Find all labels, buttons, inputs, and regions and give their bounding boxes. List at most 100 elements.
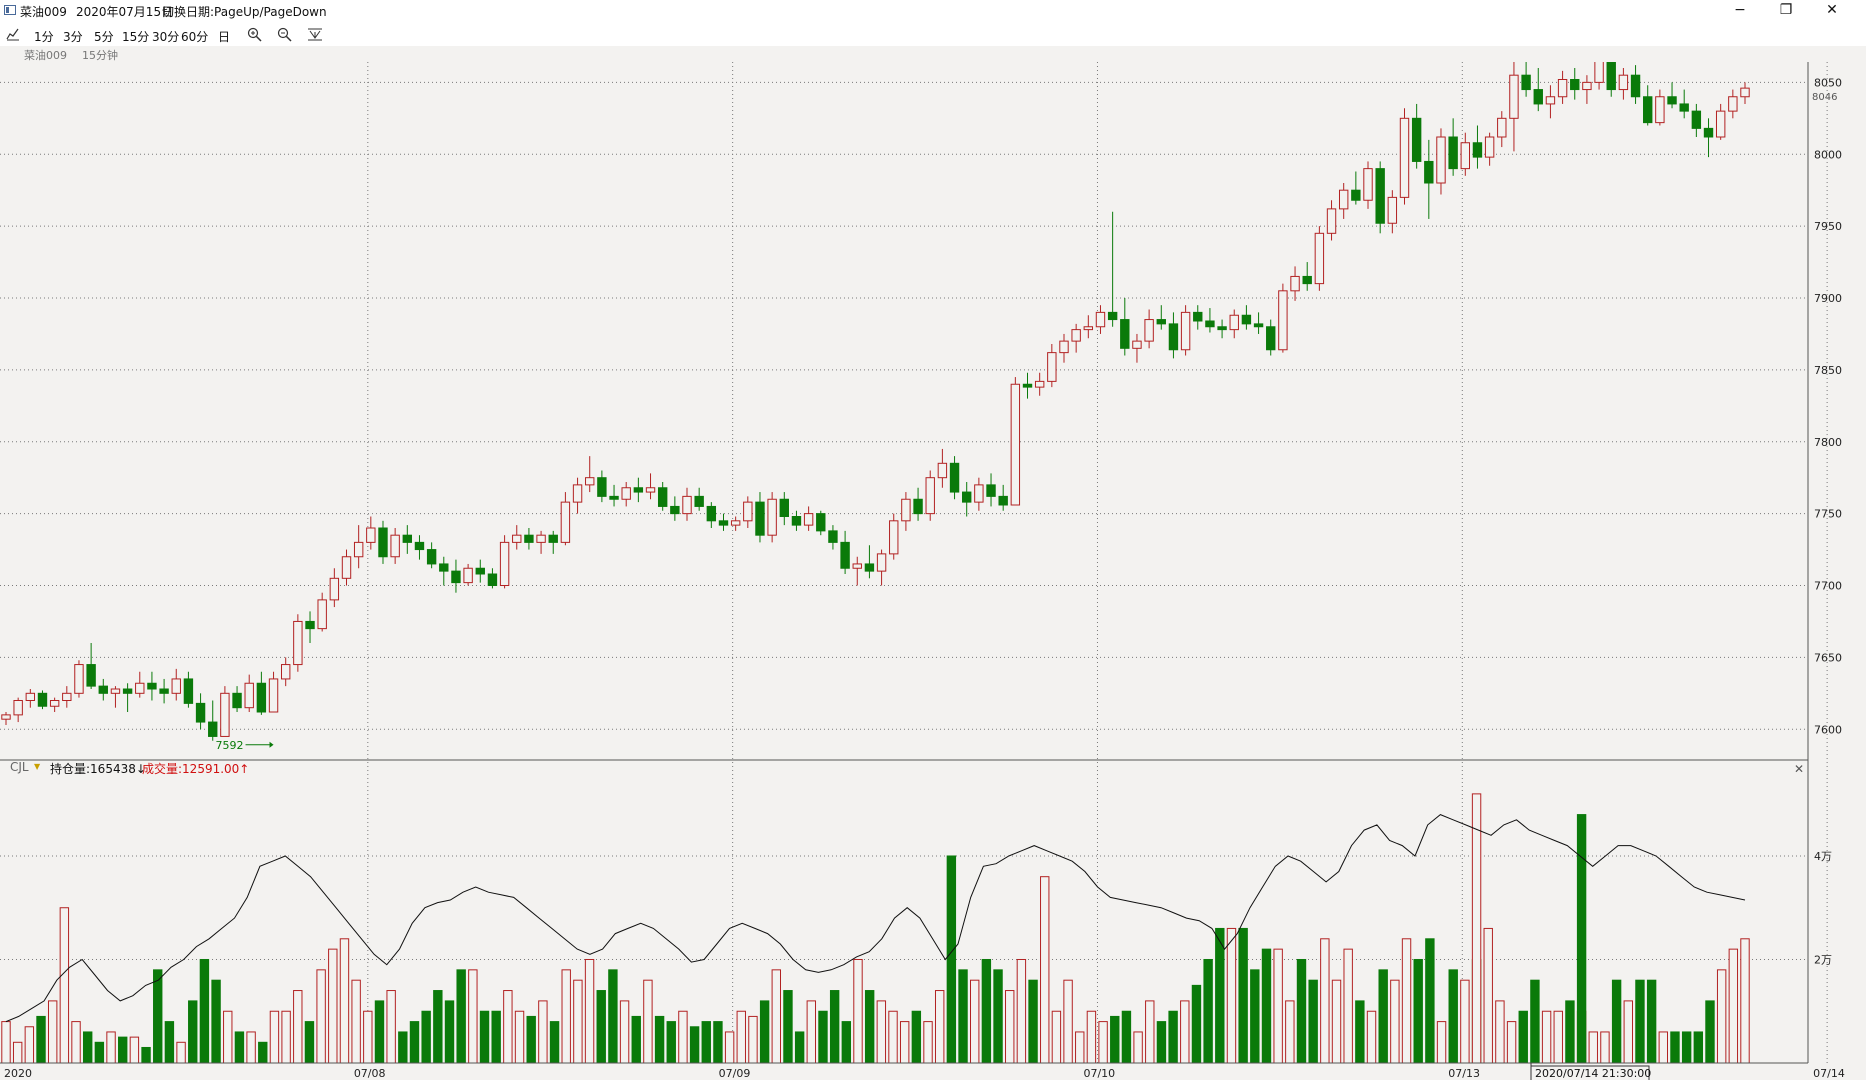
low-marker-head	[269, 741, 274, 748]
volume-bar	[1133, 1031, 1143, 1064]
volume-bar	[771, 969, 781, 1064]
candle-body	[840, 541, 850, 569]
volume-bar	[759, 1000, 770, 1064]
volume-bar	[1215, 927, 1225, 1064]
close-indicator-icon[interactable]: ✕	[1794, 762, 1805, 776]
volume-bar	[433, 990, 443, 1064]
volume-bar	[1378, 969, 1388, 1064]
volume-bar	[724, 1031, 735, 1064]
volume-bar	[47, 1000, 58, 1064]
volume-bar	[444, 1000, 455, 1064]
indicator-name[interactable]: CJL	[10, 760, 29, 774]
period-1min[interactable]: 1分	[34, 30, 54, 44]
volume-bar	[386, 990, 396, 1064]
volume-bar	[59, 907, 70, 1064]
candlestick-series	[1, 62, 1750, 741]
price-tick-label: 7700	[1814, 580, 1842, 593]
candle-body	[1630, 74, 1641, 98]
candle-body	[280, 664, 291, 680]
candle-body	[560, 501, 571, 543]
period-30min[interactable]: 30分	[152, 30, 180, 44]
candle-body	[1387, 196, 1398, 224]
price-tick-label: 8000	[1814, 148, 1842, 161]
candle-body	[1667, 96, 1677, 105]
volume-bar	[934, 990, 945, 1064]
candle-body	[1241, 314, 1252, 325]
zoom-out-icon[interactable]	[277, 27, 292, 42]
volume-bar	[1063, 979, 1073, 1064]
restore-button[interactable]: ❐	[1779, 2, 1793, 18]
volume-bar	[1425, 938, 1435, 1064]
zoom-in-icon[interactable]	[247, 27, 262, 42]
price-tick-label: 7750	[1814, 508, 1842, 521]
volume-bar	[176, 1041, 186, 1064]
candle-body	[803, 513, 814, 526]
minimize-button[interactable]: −	[1734, 2, 1746, 18]
candle-body	[439, 563, 449, 572]
candle-body	[949, 462, 960, 493]
crosshair-time-box	[1530, 1065, 1650, 1080]
candle-body	[268, 678, 279, 713]
period-5min[interactable]: 5分	[94, 30, 114, 44]
candle-body	[49, 700, 60, 707]
volume-bar-peak	[1576, 814, 1587, 1064]
candle-body	[779, 498, 789, 517]
candle-body	[633, 487, 644, 493]
volume-bar	[549, 1021, 560, 1064]
volume-bar	[304, 1021, 315, 1064]
volume-bar	[1016, 958, 1027, 1064]
candle-body	[791, 516, 802, 526]
volume-bar	[993, 969, 1003, 1064]
candle-body	[1217, 326, 1227, 331]
candle-body	[621, 487, 631, 500]
reset-zoom-icon[interactable]	[307, 27, 323, 42]
candle-body	[767, 498, 777, 536]
close-button[interactable]: ✕	[1826, 2, 1838, 18]
candle-body	[657, 487, 668, 507]
volume-bar	[374, 1000, 385, 1064]
period-60min[interactable]: 60分	[181, 30, 209, 44]
candle-body	[1144, 319, 1154, 342]
candle-body	[1010, 383, 1021, 506]
period-3min[interactable]: 3分	[63, 30, 83, 44]
volume-bar	[689, 1026, 700, 1064]
kline-chart[interactable]: 7600 7650 7700 7750 7800 7850 7900 7950 8000 8050…	[0, 62, 1866, 1080]
line-chart-icon[interactable]	[6, 27, 20, 41]
volume-bar	[1145, 1000, 1155, 1064]
period-day[interactable]: 日	[218, 30, 231, 44]
volume-bar	[1541, 1010, 1552, 1064]
app-icon	[4, 5, 16, 15]
candle-body	[122, 688, 133, 694]
volume-bar	[899, 1021, 910, 1064]
candle-body	[256, 682, 267, 713]
open-interest-series	[5, 814, 1746, 1023]
volume-bar	[1413, 958, 1423, 1064]
volume-bar	[24, 1026, 35, 1064]
period-15min[interactable]: 15分	[122, 30, 150, 44]
volume-bar	[1611, 979, 1622, 1064]
volume-bar	[1728, 948, 1739, 1064]
candle-body	[62, 692, 72, 701]
candle-body	[353, 541, 364, 558]
candle-body	[876, 553, 887, 572]
candle-body	[232, 692, 242, 709]
volume-bar	[1693, 1031, 1704, 1064]
chart-symbol: 菜油009	[24, 49, 67, 62]
volume-bar	[1308, 979, 1318, 1064]
volume-bar	[1168, 1010, 1178, 1064]
candle-body	[864, 563, 875, 572]
volume-bar	[164, 1021, 175, 1064]
volume-readout: 成交量:12591.00↑	[142, 762, 250, 776]
candle-body	[317, 599, 327, 630]
volume-bar	[946, 855, 957, 1064]
indicator-dropdown-icon[interactable]: ▼	[34, 762, 41, 771]
volume-bar-peak	[1471, 793, 1482, 1064]
volume-bar	[853, 958, 863, 1064]
candle-body	[1083, 326, 1094, 331]
volume-bar	[1635, 979, 1645, 1064]
volume-bar	[1705, 1000, 1715, 1064]
volume-bar	[981, 958, 992, 1064]
price-tick-label: 7950	[1814, 220, 1842, 233]
candle-body	[816, 513, 826, 532]
candle-body	[1278, 290, 1288, 351]
